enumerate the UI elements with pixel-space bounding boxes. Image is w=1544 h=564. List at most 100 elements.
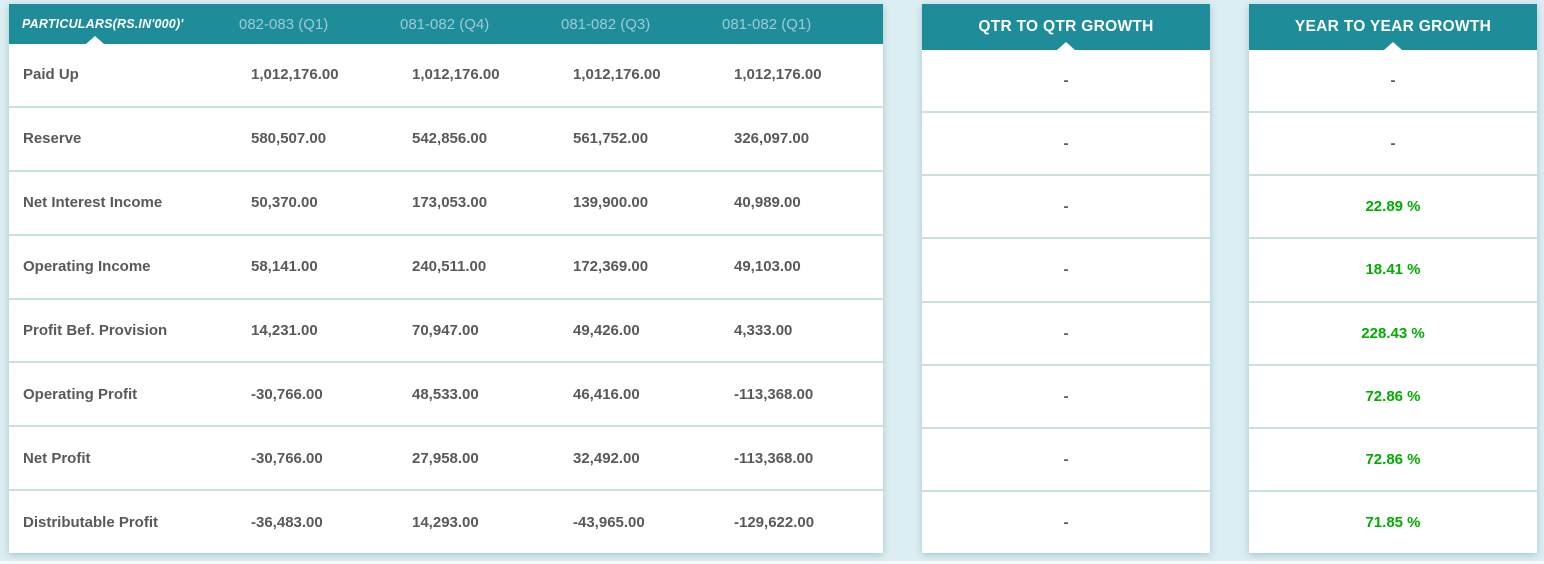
cell-value: 1,012,176.00: [412, 66, 500, 84]
qtr-growth-row: -: [922, 237, 1210, 300]
qtr-growth-row: -: [922, 174, 1210, 237]
row-label: Operating Income: [23, 258, 151, 276]
cell-value: 139,900.00: [573, 194, 649, 212]
qtr-growth-row: -: [922, 50, 1210, 111]
cell-value: 1,012,176.00: [734, 66, 822, 84]
cell-value: 50,370.00: [251, 194, 318, 212]
cell-value: 172,369.00: [573, 258, 649, 276]
qtr-growth-value: -: [1063, 450, 1069, 468]
qtr-growth-panel: QTR TO QTR GROWTH - - - - - - - -: [922, 4, 1210, 553]
table-row: Operating Income 58,141.00 240,511.00 17…: [9, 233, 883, 298]
qtr-growth-title: QTR TO QTR GROWTH: [978, 18, 1154, 35]
table-row: Paid Up 1,012,176.00 1,012,176.00 1,012,…: [9, 44, 883, 106]
cell-value: 14,293.00: [412, 513, 479, 531]
row-label: Reserve: [23, 130, 82, 148]
cell-value: 49,103.00: [734, 258, 801, 276]
cell-value: 1,012,176.00: [573, 66, 661, 84]
table-row: Reserve 580,507.00 542,856.00 561,752.00…: [9, 105, 883, 170]
cell-value: -30,766.00: [251, 385, 323, 403]
cell-value: 14,231.00: [251, 321, 318, 339]
cell-value: 70,947.00: [412, 321, 479, 339]
period-column-header-1: 082-083 (Q1): [239, 15, 329, 33]
qtr-growth-header: QTR TO QTR GROWTH: [922, 4, 1210, 50]
year-growth-value: 22.89 %: [1365, 198, 1421, 216]
cell-value: -129,622.00: [734, 513, 815, 531]
row-label: Distributable Profit: [23, 513, 159, 531]
header-pointer-icon: [1057, 42, 1075, 50]
year-growth-title: YEAR TO YEAR GROWTH: [1294, 18, 1492, 35]
period-column-header-2: 081-082 (Q4): [400, 15, 490, 33]
cell-value: -36,483.00: [251, 513, 323, 531]
year-growth-panel: YEAR TO YEAR GROWTH - - 22.89 % 18.41 % …: [1249, 4, 1537, 553]
year-growth-value: 72.86 %: [1365, 450, 1421, 468]
cell-value: 580,507.00: [251, 130, 327, 148]
year-growth-value: 228.43 %: [1361, 324, 1425, 342]
year-growth-row: 72.86 %: [1249, 426, 1537, 490]
qtr-growth-row: -: [922, 489, 1210, 553]
year-growth-row: 72.86 %: [1249, 363, 1537, 427]
header-pointer-icon: [86, 36, 104, 44]
qtr-growth-value: -: [1063, 198, 1069, 216]
particulars-header: PARTICULARS(RS.IN'000)': [22, 17, 184, 31]
qtr-growth-value: -: [1063, 513, 1069, 531]
qtr-growth-value: -: [1063, 324, 1069, 342]
year-growth-value: 71.85 %: [1365, 513, 1421, 531]
table-row: Net Profit -30,766.00 27,958.00 32,492.0…: [9, 425, 883, 490]
cell-value: 46,416.00: [573, 385, 640, 403]
year-growth-value: -: [1390, 72, 1396, 90]
cell-value: 240,511.00: [412, 258, 487, 276]
year-growth-row: 228.43 %: [1249, 300, 1537, 364]
qtr-growth-value: -: [1063, 72, 1069, 90]
period-column-header-4: 081-082 (Q1): [722, 15, 812, 33]
cell-value: 173,053.00: [412, 194, 488, 212]
qtr-growth-row: -: [922, 300, 1210, 364]
year-growth-value: -: [1390, 135, 1396, 153]
year-growth-row: 22.89 %: [1249, 174, 1537, 237]
qtr-growth-value: -: [1063, 261, 1069, 279]
cell-value: -30,766.00: [251, 449, 323, 467]
row-label: Paid Up: [23, 66, 79, 84]
cell-value: 49,426.00: [573, 321, 640, 339]
qtr-growth-row: -: [922, 426, 1210, 490]
qtr-growth-value: -: [1063, 135, 1069, 153]
row-label: Net Interest Income: [23, 194, 163, 212]
period-column-header-3: 081-082 (Q3): [561, 15, 651, 33]
cell-value: 40,989.00: [734, 194, 801, 212]
cell-value: 32,492.00: [573, 449, 640, 467]
year-growth-value: 18.41 %: [1365, 261, 1421, 279]
cell-value: 326,097.00: [734, 130, 810, 148]
year-growth-row: -: [1249, 50, 1537, 111]
header-pointer-icon: [1384, 42, 1402, 50]
table-row: Net Interest Income 50,370.00 173,053.00…: [9, 169, 883, 234]
cell-value: 58,141.00: [251, 258, 318, 276]
cell-value: 48,533.00: [412, 385, 479, 403]
table-row: Distributable Profit -36,483.00 14,293.0…: [9, 489, 883, 553]
cell-value: 542,856.00: [412, 130, 488, 148]
year-growth-header: YEAR TO YEAR GROWTH: [1249, 4, 1537, 50]
year-growth-value: 72.86 %: [1365, 387, 1421, 405]
qtr-growth-row: -: [922, 111, 1210, 174]
year-growth-row: 18.41 %: [1249, 237, 1537, 300]
cell-value: 4,333.00: [734, 321, 793, 339]
cell-value: 561,752.00: [573, 130, 649, 148]
row-label: Net Profit: [23, 449, 91, 467]
qtr-growth-value: -: [1063, 387, 1069, 405]
financials-table-header: PARTICULARS(RS.IN'000)' 082-083 (Q1) 081…: [9, 4, 883, 44]
qtr-growth-body: - - - - - - - -: [922, 50, 1210, 553]
cell-value: 1,012,176.00: [251, 66, 339, 84]
financials-table: PARTICULARS(RS.IN'000)' 082-083 (Q1) 081…: [9, 4, 883, 553]
cell-value: 27,958.00: [412, 449, 479, 467]
table-row: Profit Bef. Provision 14,231.00 70,947.0…: [9, 297, 883, 362]
row-label: Operating Profit: [23, 385, 138, 403]
table-row: Operating Profit -30,766.00 48,533.00 46…: [9, 361, 883, 426]
cell-value: -113,368.00: [734, 449, 814, 467]
page-bottom-edge: [0, 561, 1544, 564]
cell-value: -43,965.00: [573, 513, 645, 531]
row-label: Profit Bef. Provision: [23, 321, 168, 339]
year-growth-row: -: [1249, 111, 1537, 174]
cell-value: -113,368.00: [734, 385, 814, 403]
year-growth-row: 71.85 %: [1249, 489, 1537, 553]
financials-table-body: Paid Up 1,012,176.00 1,012,176.00 1,012,…: [9, 44, 883, 553]
year-growth-body: - - 22.89 % 18.41 % 228.43 % 72.86 % 72.…: [1249, 50, 1537, 553]
qtr-growth-row: -: [922, 363, 1210, 427]
